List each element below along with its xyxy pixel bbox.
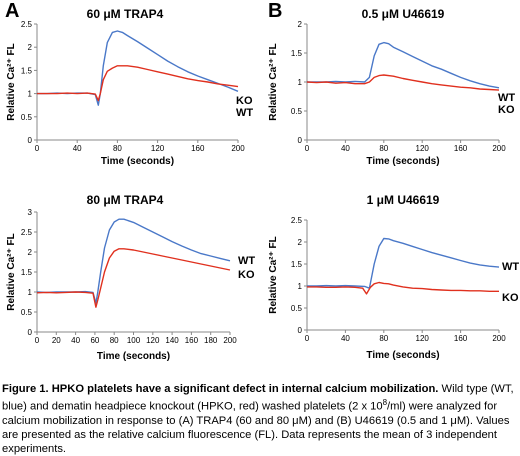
y-tick-label: 1 <box>298 78 303 87</box>
caption-bold: Figure 1. HPKO platelets have a signific… <box>2 383 439 395</box>
series-label-wt: WT <box>236 107 253 119</box>
x-tick-label: 80 <box>110 336 119 345</box>
series-line-wt <box>36 218 231 304</box>
y-tick-label: 1 <box>298 282 303 291</box>
caption-text-1: Wild type (WT, blue) and dematin headpie… <box>2 383 514 413</box>
y-tick-label: 2 <box>28 43 33 52</box>
x-tick-label: 40 <box>341 144 350 153</box>
x-axis-title: Time (seconds) <box>366 156 439 167</box>
y-tick-label: 0 <box>28 328 33 337</box>
y-tick-label: 0.5 <box>21 308 33 317</box>
series-line-wt <box>307 237 500 289</box>
x-tick-label: 120 <box>146 336 160 345</box>
x-axis-title: Time (seconds) <box>97 351 170 362</box>
series-line-ko <box>307 281 499 295</box>
x-tick-label: 40 <box>71 336 80 345</box>
x-axis-title: Time (seconds) <box>366 350 439 361</box>
series-line-wt <box>37 30 239 106</box>
x-tick-label: 0 <box>305 334 310 343</box>
y-tick-label: 1.5 <box>291 260 303 269</box>
series-line-ko <box>36 248 231 308</box>
y-tick-label: 2.5 <box>291 216 303 225</box>
series-label-wt: WT <box>502 261 519 273</box>
chart-title: 60 μM TRAP4 <box>87 7 164 21</box>
y-tick-label: 0 <box>298 326 303 335</box>
series-line-ko <box>37 65 239 102</box>
x-tick-label: 160 <box>454 144 468 153</box>
y-axis-title: Relative Ca²⁺ FL <box>6 43 17 121</box>
series-line-wt <box>307 41 500 89</box>
x-tick-label: 80 <box>379 144 388 153</box>
x-tick-label: 140 <box>165 336 179 345</box>
x-tick-label: 200 <box>231 144 245 153</box>
x-tick-label: 180 <box>204 336 218 345</box>
panel-letter-a: A <box>5 0 20 22</box>
chart-b-bottom-svg: 0 0.5 1 1.5 2 2.5 0 40 80 120 160 200 1 μM U46619 Tim… <box>268 193 519 361</box>
series-label-ko: KO <box>238 269 255 281</box>
y-tick-label: 0.5 <box>291 304 303 313</box>
y-axis-title: Relative Ca²⁺ FL <box>268 236 279 314</box>
y-tick-label: 2.5 <box>21 228 33 237</box>
y-axis-title: Relative Ca²⁺ FL <box>6 233 17 311</box>
y-tick-label: 2 <box>298 238 303 247</box>
chart-b-top: 0 0.5 1 1.5 2 0 40 80 120 160 200 0.5 μM U46619 Time… <box>262 0 520 190</box>
y-tick-label: 1 <box>28 288 33 297</box>
series-label-ko: KO <box>498 104 515 116</box>
x-tick-label: 160 <box>191 144 205 153</box>
y-tick-label: 1.5 <box>21 268 33 277</box>
caption-sup: 8 <box>382 398 388 407</box>
y-tick-label: 1.5 <box>291 49 303 58</box>
y-tick-label: 0 <box>28 136 33 145</box>
caption-text-2: /ml) were analyzed for calcium mobilizat… <box>2 400 510 455</box>
chart-title: 1 μM U46619 <box>367 193 440 207</box>
x-tick-label: 20 <box>52 336 61 345</box>
series-label-wt: WT <box>238 255 255 267</box>
x-tick-label: 200 <box>223 336 237 345</box>
x-tick-label: 60 <box>90 336 99 345</box>
panel-letter-b: B <box>268 0 283 22</box>
x-tick-label: 120 <box>416 334 430 343</box>
x-tick-label: 160 <box>185 336 199 345</box>
y-axis-title: Relative Ca²⁺ FL <box>268 43 279 121</box>
chart-a-bottom: 0 0.5 1 1.5 2 2.5 3 0 20 40 60 80 100 120 140 160 180 200… <box>0 192 260 374</box>
x-tick-label: 80 <box>379 334 388 343</box>
x-tick-label: 120 <box>416 144 430 153</box>
x-axis-title: Time (seconds) <box>101 156 174 167</box>
x-tick-label: 80 <box>113 144 122 153</box>
y-tick-label: 0.5 <box>21 113 33 122</box>
x-tick-label: 40 <box>73 144 82 153</box>
x-tick-label: 200 <box>492 334 506 343</box>
figure-caption: Figure 1. HPKO platelets have a signific… <box>2 382 516 456</box>
y-tick-label: 1 <box>28 90 33 99</box>
y-tick-label: 2.5 <box>21 20 33 29</box>
chart-b-top-svg: 0 0.5 1 1.5 2 0 40 80 120 160 200 0.5 μM U46619 Time… <box>268 7 515 167</box>
y-tick-label: 1.5 <box>21 66 33 75</box>
series-label-ko: KO <box>236 95 253 107</box>
y-tick-label: 0.5 <box>291 107 303 116</box>
chart-a-top-svg: 0 0.5 1 1.5 2 2.5 0 40 80 120 160 200 60 μM TRAP4 Tim… <box>6 7 253 167</box>
chart-a-top: 0 0.5 1 1.5 2 2.5 0 40 80 120 160 200 60 μM TRAP4 Tim… <box>0 0 260 190</box>
x-tick-label: 160 <box>454 334 468 343</box>
x-tick-label: 120 <box>151 144 165 153</box>
chart-a-bottom-svg: 0 0.5 1 1.5 2 2.5 3 0 20 40 60 80 100 120 140 160 180 200… <box>6 193 255 362</box>
series-label-ko: KO <box>502 292 519 304</box>
x-tick-label: 0 <box>35 144 40 153</box>
x-tick-label: 0 <box>305 144 310 153</box>
x-tick-label: 40 <box>341 334 350 343</box>
x-tick-label: 100 <box>127 336 141 345</box>
chart-title: 0.5 μM U46619 <box>362 7 445 21</box>
y-tick-label: 2 <box>28 248 33 257</box>
x-tick-label: 0 <box>35 336 40 345</box>
y-tick-label: 3 <box>28 208 33 217</box>
y-tick-label: 2 <box>298 20 303 29</box>
y-tick-label: 0 <box>298 136 303 145</box>
chart-title: 80 μM TRAP4 <box>87 193 164 207</box>
series-label-wt: WT <box>498 92 515 104</box>
x-tick-label: 200 <box>492 144 506 153</box>
chart-b-bottom: 0 0.5 1 1.5 2 2.5 0 40 80 120 160 200 1 μM U46619 Tim… <box>262 192 520 374</box>
series-line-ko <box>306 74 500 91</box>
